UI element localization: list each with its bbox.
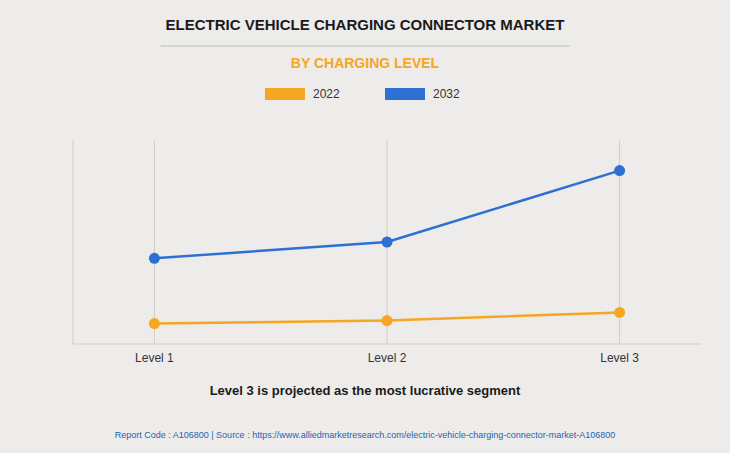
legend: 2022 2032 [265, 87, 460, 101]
series [149, 165, 625, 264]
series-point [382, 315, 393, 326]
chart-container: ELECTRIC VEHICLE CHARGING CONNECTOR MARK… [0, 0, 730, 453]
series [149, 307, 625, 329]
title-rule [161, 46, 570, 47]
x-axis: Level 1 Level 2 Level 3 [135, 351, 639, 365]
grid [154, 140, 619, 344]
legend-label: 2032 [433, 87, 460, 101]
legend-swatch [265, 88, 305, 100]
series-point [149, 318, 160, 329]
series-point [382, 237, 393, 248]
legend-swatch [385, 88, 425, 100]
series-line [154, 171, 619, 259]
footer: Report Code : A106800 | Source : https:/… [115, 430, 616, 440]
series-point [614, 307, 625, 318]
x-tick-label: Level 3 [600, 351, 639, 365]
y-axis-line [73, 140, 74, 344]
title: ELECTRIC VEHICLE CHARGING CONNECTOR MARK… [166, 16, 565, 33]
x-axis-line [73, 344, 701, 345]
legend-label: 2022 [313, 87, 340, 101]
subtitle: BY CHARGING LEVEL [291, 55, 440, 71]
x-tick-label: Level 1 [135, 351, 174, 365]
grid-line [154, 140, 155, 344]
background [0, 0, 730, 453]
chart-svg: ELECTRIC VEHICLE CHARGING CONNECTOR MARK… [0, 0, 730, 453]
series-point [149, 253, 160, 264]
x-tick-label: Level 2 [368, 351, 407, 365]
plot-marks [149, 165, 625, 329]
caption: Level 3 is projected as the most lucrati… [210, 383, 521, 398]
series-point [614, 165, 625, 176]
